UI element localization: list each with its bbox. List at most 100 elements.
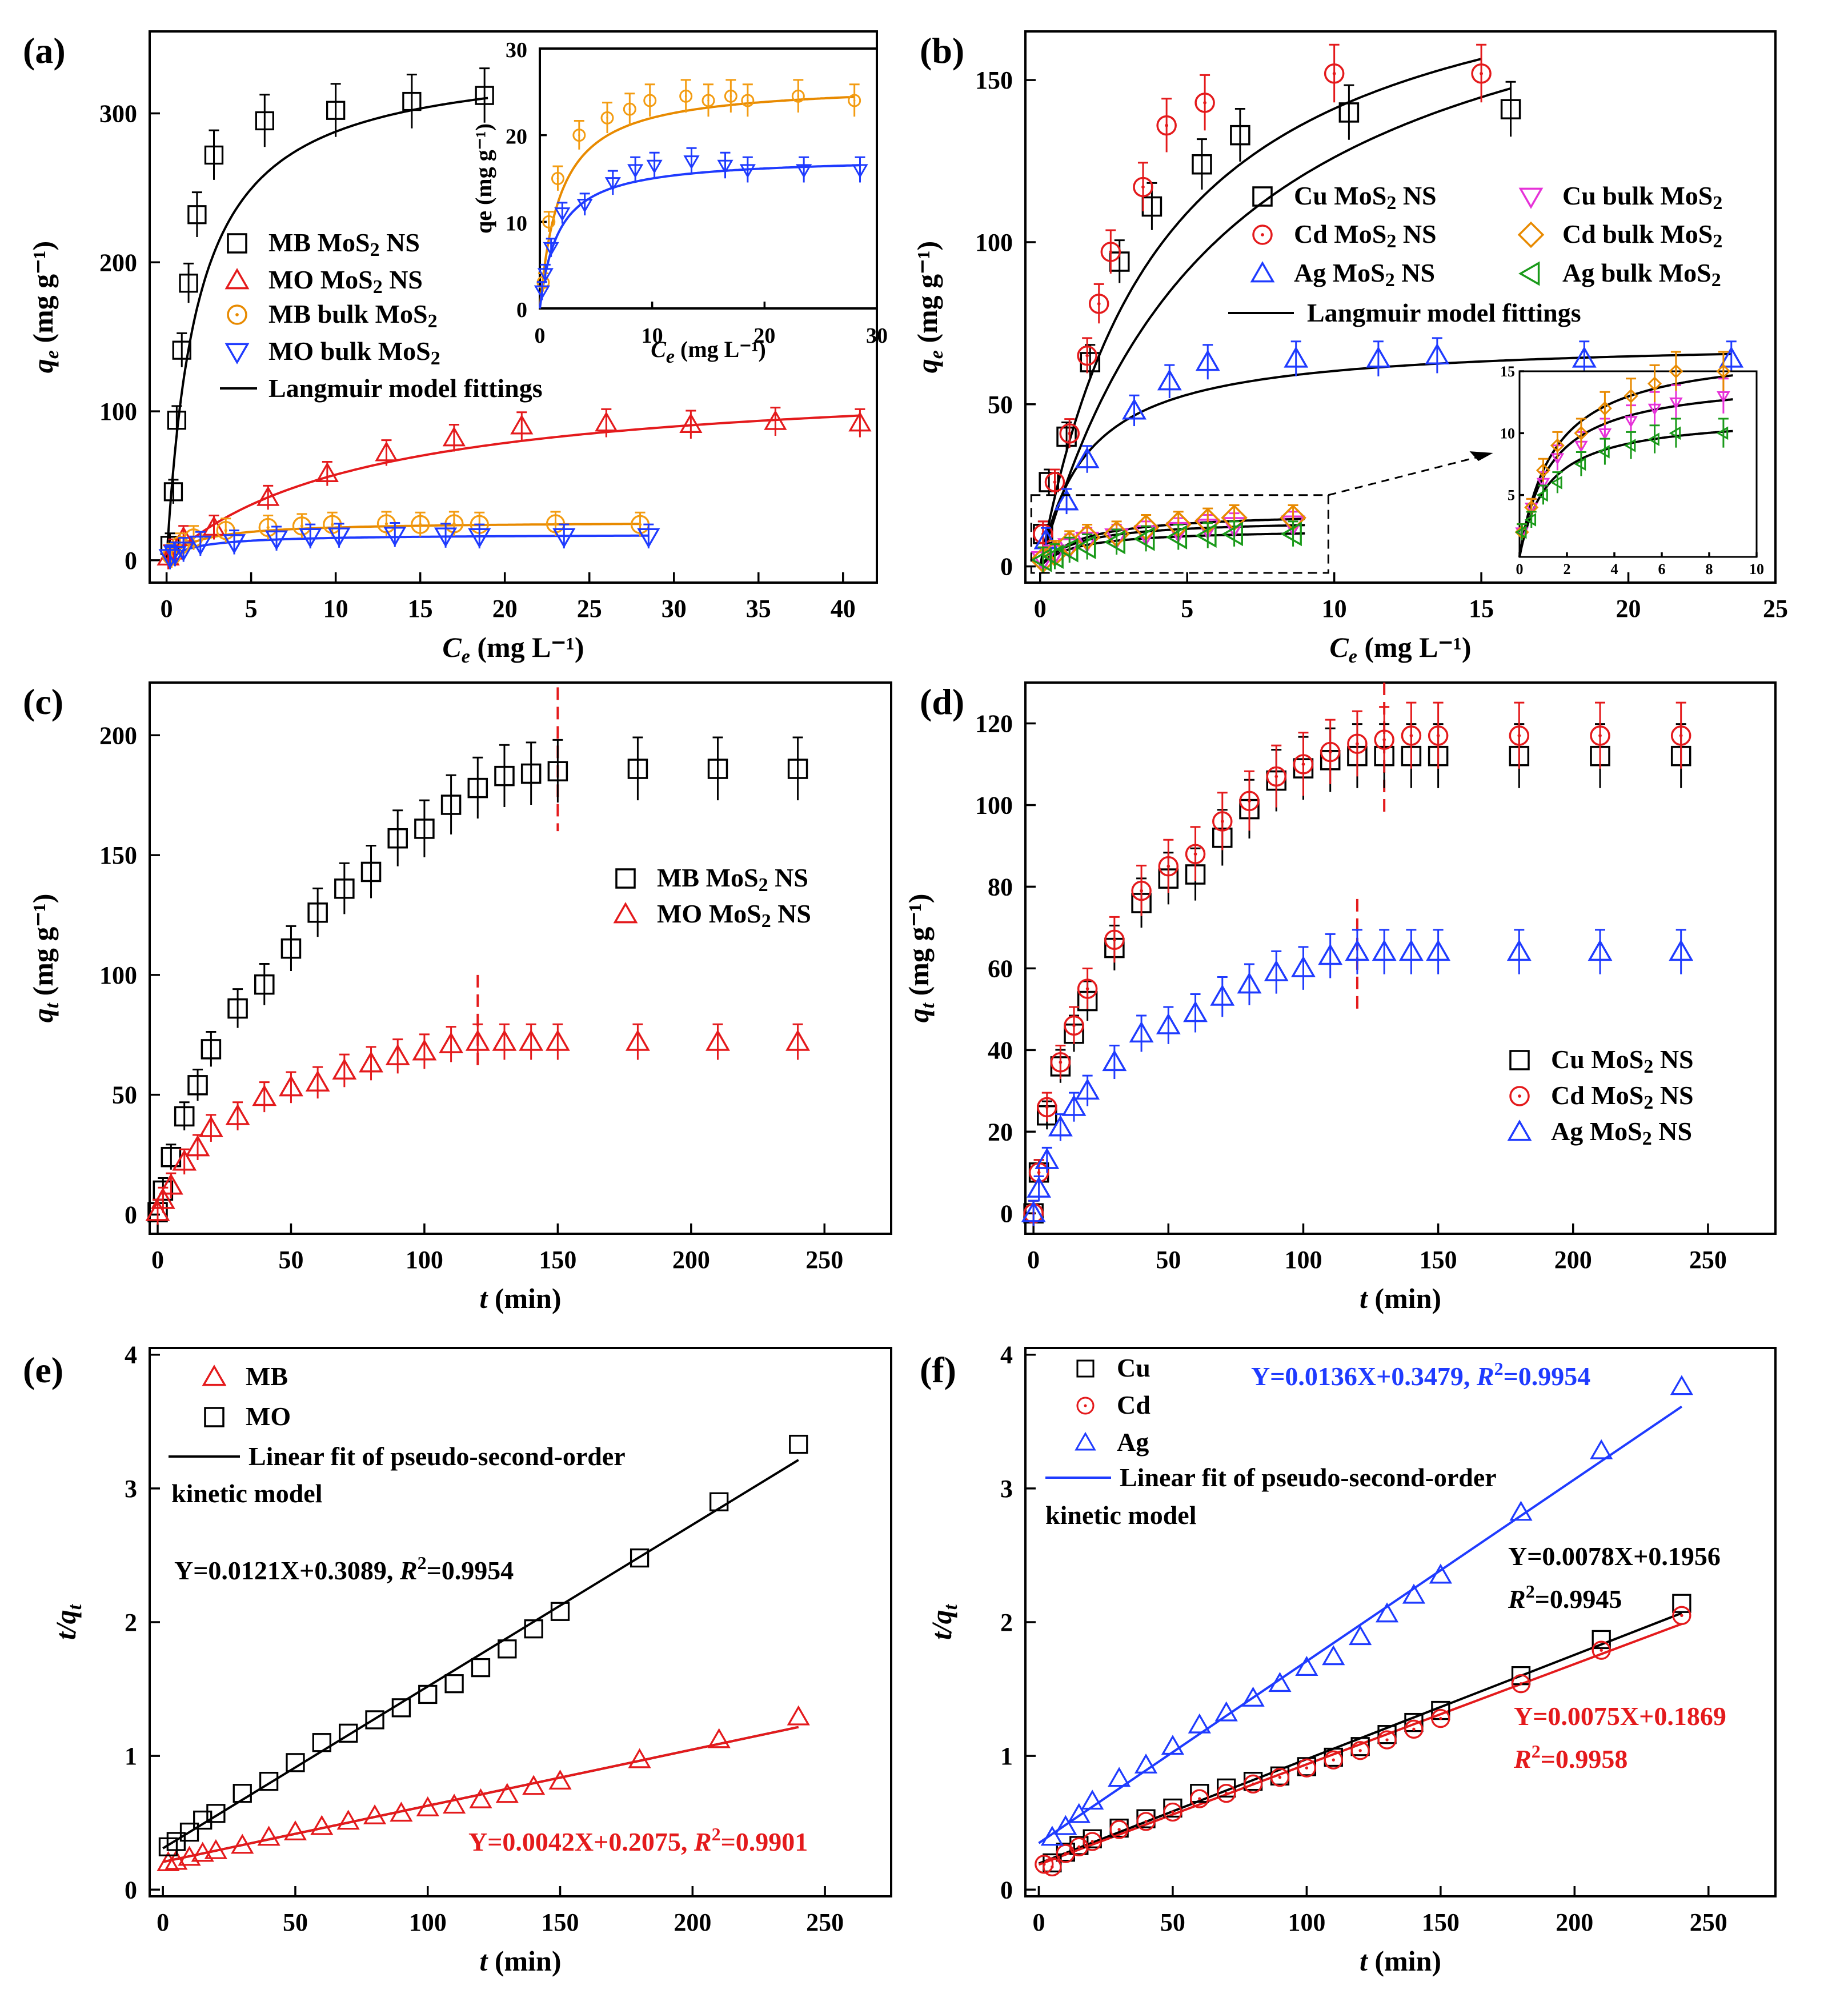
x-tick-label: 10 [1322,595,1347,623]
x-tick-label: 30 [662,595,687,623]
data-point-dot [1140,889,1143,893]
plot-frame [1024,681,1777,1235]
data-point [391,1698,411,1718]
data-point [495,1783,519,1803]
data-point [1511,1674,1531,1694]
x-tick-label: 150 [1422,1908,1460,1936]
x-tick-label: 2 [1564,561,1571,577]
data-point [280,938,302,959]
series-mo [158,1434,808,1857]
legend-label: MB MoS2 NS [268,228,420,260]
y-tick-label: 150 [975,66,1013,94]
data-point [534,285,551,300]
data-point [1590,1439,1613,1459]
x-tick-label: 0 [1034,595,1047,623]
data-point-dot [1519,1682,1523,1686]
data-point [1183,1001,1208,1022]
data-point [1230,125,1250,146]
data-point [1350,1741,1370,1760]
data-point [201,1039,222,1060]
y-axis-title: t/qt [925,1603,961,1640]
data-point [193,1810,213,1830]
data-point [387,828,408,849]
legend-marker [1076,1397,1095,1415]
legend-label: MB [246,1362,288,1391]
data-point [1217,1784,1236,1803]
data-point [1670,1375,1693,1395]
data-point [312,1733,331,1752]
data-point [1190,1789,1209,1808]
fit-equation: Y=0.0078X+0.1956 [1508,1542,1721,1571]
data-point-dot [1141,185,1145,189]
data-point [643,94,657,107]
x-tick-label: 200 [674,1908,711,1936]
data-point [1550,438,1565,453]
legend-marker [1518,187,1544,209]
data-point-dot [1328,750,1332,754]
data-point [1217,1778,1236,1798]
series-mo-mos2-ns [145,1023,811,1225]
data-point [414,819,435,839]
data-point-dot [707,99,709,102]
data-point [444,1674,464,1694]
inset-frame [539,47,878,310]
data-point [1536,488,1548,502]
data-point [327,527,351,548]
data-point [705,1029,730,1051]
data-point [1037,1097,1057,1118]
data-point [1598,428,1612,440]
data-point-dot [1085,354,1089,358]
data-point [1033,524,1053,544]
data-point [1345,939,1370,961]
data-point [256,486,280,506]
data-point [1597,401,1612,416]
data-point [1212,811,1233,832]
data-point [1083,1832,1102,1851]
data-point [1536,463,1551,478]
data-point [1156,115,1177,136]
data-point [1050,1052,1071,1073]
data-point [204,145,224,165]
data-point-dot [418,523,422,526]
x-axis-title: Ce (mg L⁻¹) [442,631,584,667]
data-point [286,1753,305,1772]
data-point [305,1070,330,1092]
data-point [1324,63,1345,84]
x-tick-label: 5 [1181,595,1193,623]
data-point [1104,929,1125,950]
data-point [683,155,700,170]
linear-fit-line [1038,1623,1682,1866]
data-point [1719,346,1744,368]
data-point [630,1548,650,1568]
data-point [254,974,275,995]
legend-label: Cd MoS2 NS [1551,1081,1694,1113]
data-point [326,101,346,120]
data-point [1669,939,1694,961]
data-point [375,441,398,462]
y-tick-label: 20 [506,125,527,149]
legend-label: Langmuir model fittings [1307,298,1581,327]
legend-marker-dot [1261,233,1264,236]
data-point-dot [684,95,687,98]
x-tick-label: 15 [1469,595,1494,623]
legend: MB MO Linear fit of pseudo-second-order kin… [169,1362,626,1508]
legend-marker [1250,261,1275,283]
y-tick-label: 200 [99,248,137,276]
data-point [796,164,812,178]
x-tick-label: 200 [1556,1908,1593,1936]
data-point [1716,426,1729,440]
data-point [554,207,571,222]
series-cu [1043,1594,1691,1873]
data-point [1067,1803,1091,1823]
legend-label: MB MoS2 NS [657,863,808,896]
linear-fit-line [1038,1405,1682,1844]
data-point [1156,1013,1181,1034]
data-point [1647,432,1659,446]
data-point [363,1804,387,1824]
data-point [1108,1767,1131,1787]
data-point [402,91,422,111]
legend-label: MO MoS2 NS [657,899,811,932]
data-point [1322,1645,1345,1666]
data-point-dot [1220,820,1224,823]
x-tick-label: 10 [642,324,663,348]
